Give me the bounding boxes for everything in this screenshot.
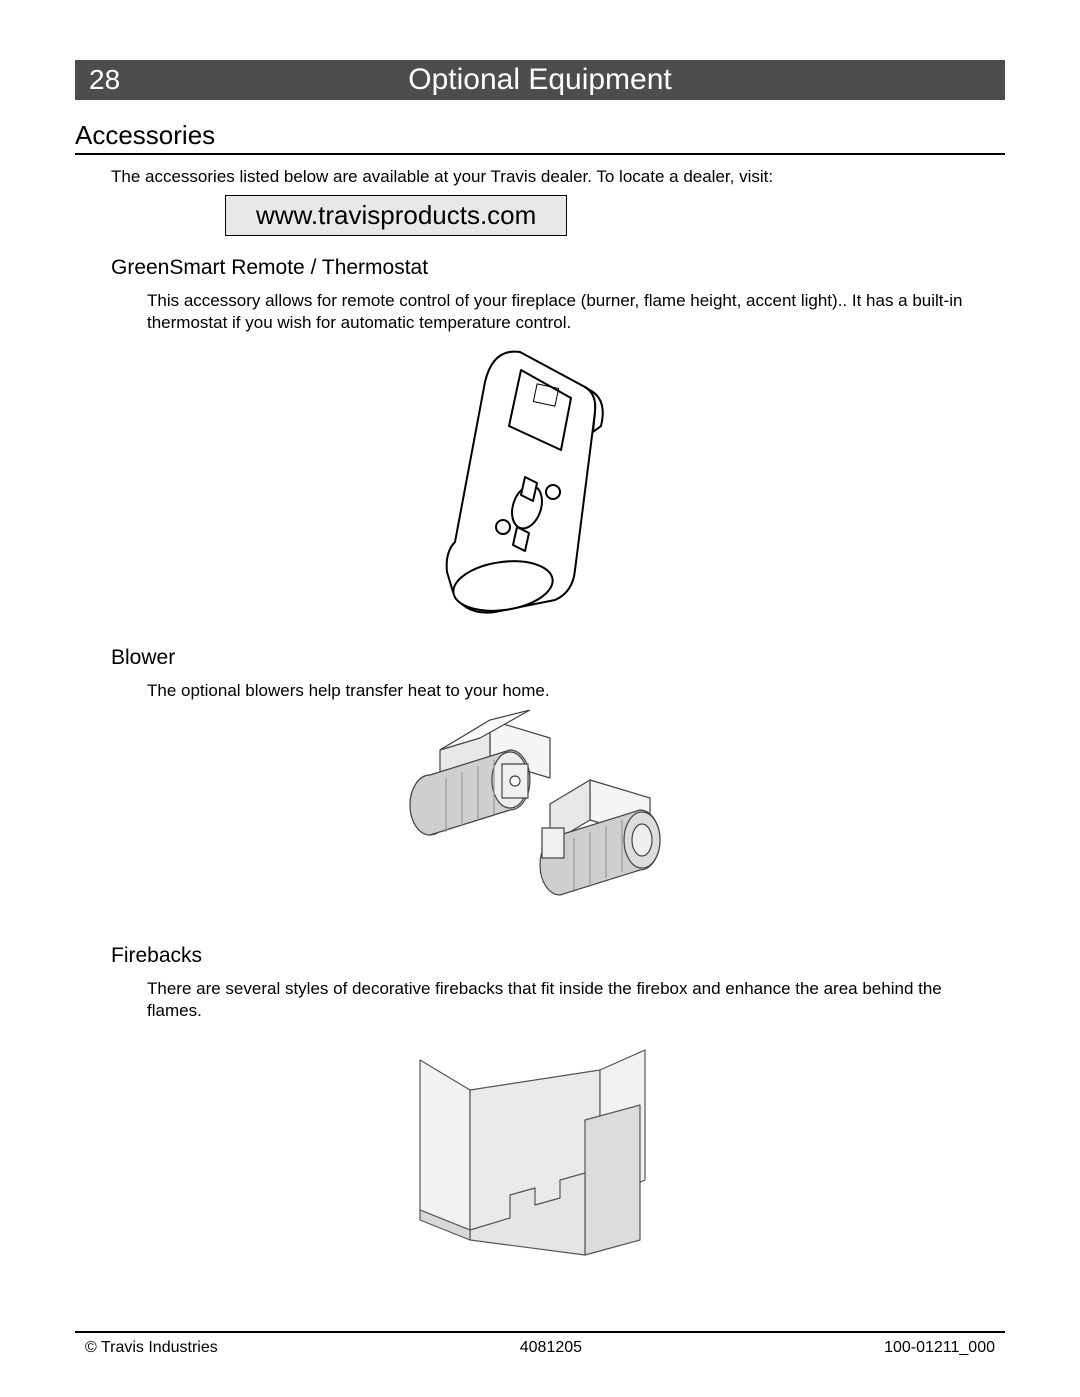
intro-text: The accessories listed below are availab… [75,167,1005,187]
dealer-url-box: www.travisproducts.com [225,195,567,236]
accessory-heading-firebacks: Firebacks [75,944,1005,968]
accessory-body-firebacks: There are several styles of decorative f… [75,978,1005,1022]
footer-center: 4081205 [520,1339,582,1357]
accessory-body-remote: This accessory allows for remote control… [75,290,1005,334]
remote-illustration [425,342,655,622]
blower-illustration [380,710,700,920]
section-title: Accessories [75,120,1005,155]
accessory-body-blower: The optional blowers help transfer heat … [75,680,1005,702]
page-footer: © Travis Industries 4081205 100-01211_00… [75,1331,1005,1357]
accessory-heading-remote: GreenSmart Remote / Thermostat [75,256,1005,280]
footer-rule [75,1331,1005,1333]
footer-right: 100-01211_000 [884,1339,995,1357]
accessory-heading-blower: Blower [75,646,1005,670]
page-title: Optional Equipment [75,63,1005,97]
footer-left: © Travis Industries [85,1339,218,1357]
page-header: 28 Optional Equipment [75,60,1005,100]
firebacks-illustration [390,1030,690,1260]
